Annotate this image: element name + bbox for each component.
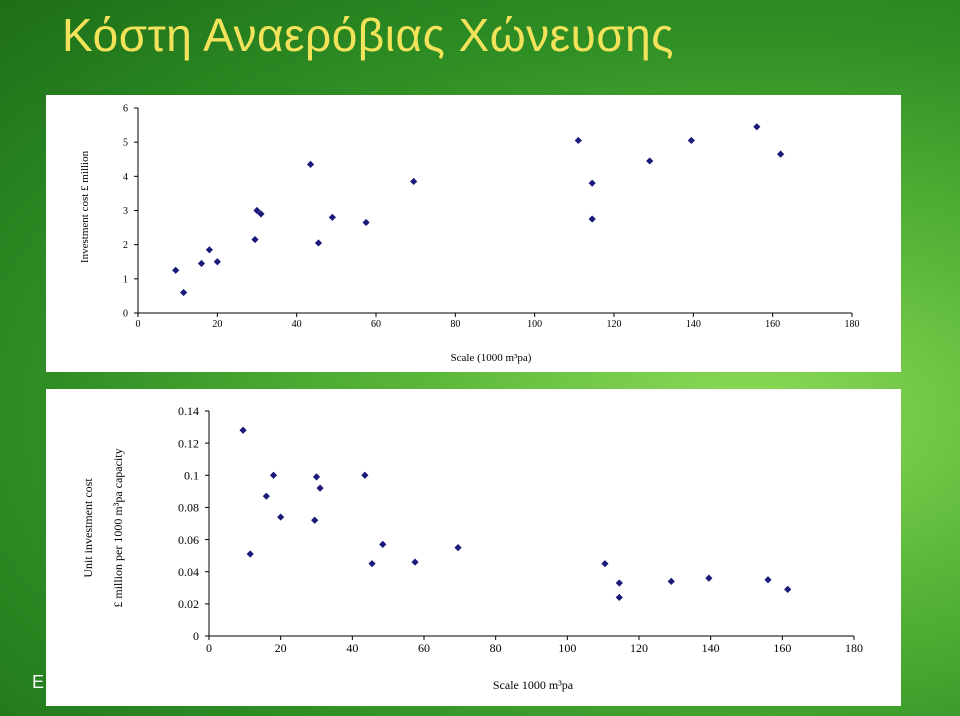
chart2-y-axis-label-line1: Unit investment cost	[81, 478, 95, 578]
chart2-x-tick-label: 20	[275, 641, 287, 655]
chart1-data-point	[213, 258, 221, 266]
chart2-points	[239, 426, 792, 602]
chart2-x-axis-label: Scale 1000 m³pa	[493, 678, 574, 692]
chart2-data-point	[368, 560, 376, 568]
chart2-data-point	[615, 579, 623, 587]
chart1-data-point	[257, 210, 265, 218]
chart2-data-point	[705, 574, 713, 582]
chart2-x-tick-label: 140	[702, 641, 720, 655]
chart2-data-point	[784, 585, 792, 593]
chart1-data-point	[588, 215, 596, 223]
chart1-points	[172, 123, 785, 297]
chart1-y-tick-label: 0	[123, 309, 128, 320]
chart1-data-point	[410, 177, 418, 186]
chart2-y-axis-label-line2: £ million per 1000 m³pa capacity	[111, 448, 125, 607]
chart2-x-tick-label: 80	[490, 641, 502, 655]
chart1-data-point	[687, 136, 695, 145]
chart2-x-tick-label: 100	[558, 641, 576, 655]
chart2-data-point	[239, 426, 247, 434]
chart1-axes: 0 20 40 60 80 100 120 140 160 180 0 1 2 3 4 5 6	[123, 104, 860, 331]
chart1-data-point	[251, 235, 259, 244]
chart1-data-point	[646, 157, 654, 165]
chart2-data-point	[361, 471, 369, 479]
chart1-y-tick-label: 6	[123, 104, 128, 115]
chart1-data-point	[777, 150, 785, 158]
chart1-data-point	[753, 123, 761, 131]
chart1-x-tick-label: 20	[212, 319, 222, 330]
chart2-data-point	[269, 471, 278, 479]
chart1-x-tick-label: 120	[607, 319, 622, 330]
chart2-y-tick-label: 0.08	[178, 501, 199, 515]
chart2-data-point	[667, 577, 675, 585]
chart1-data-point	[588, 179, 596, 187]
chart1-y-tick-label: 2	[123, 240, 128, 251]
chart1-x-tick-label: 0	[136, 319, 141, 330]
chart1-data-point	[328, 213, 336, 221]
chart2-data-point	[316, 484, 324, 492]
chart1-data-point	[253, 206, 261, 215]
chart1-data-point	[574, 136, 582, 145]
chart1-data-point	[314, 239, 323, 247]
chart2-y-tick-label: 0	[193, 629, 199, 643]
chart2-data-point	[454, 544, 462, 552]
chart2-x-tick-label: 120	[630, 641, 648, 655]
chart2-data-point	[262, 492, 270, 500]
chart1-x-tick-label: 160	[765, 319, 780, 330]
chart2-data-point	[601, 560, 609, 568]
chart2-data-point	[379, 540, 387, 548]
chart1-data-point	[205, 246, 213, 254]
chart2-x-tick-label: 60	[418, 641, 430, 655]
chart2-y-tick-label: 0.02	[178, 597, 199, 611]
chart1-data-point	[197, 259, 206, 268]
slide-title: Κόστη Αναερόβιας Χώνευσης	[62, 9, 674, 61]
chart2-data-point	[246, 550, 254, 558]
chart1-y-tick-label: 1	[123, 274, 128, 285]
chart1-x-tick-label: 100	[527, 319, 542, 330]
chart2-x-tick-label: 40	[346, 641, 358, 655]
chart1-x-tick-label: 140	[686, 319, 701, 330]
chart1-data-point	[306, 160, 315, 168]
investment-cost-scatter-chart: 0 20 40 60 80 100 120 140 160 180 0 1 2 3 4 5 6 Scale (1…	[79, 104, 860, 365]
chart1-y-tick-label: 3	[123, 206, 128, 217]
chart2-data-point	[311, 516, 319, 524]
chart1-data-point	[362, 218, 370, 227]
chart1-x-tick-label: 180	[845, 319, 860, 330]
chart2-x-tick-label: 160	[773, 641, 791, 655]
chart1-y-tick-label: 5	[123, 138, 128, 149]
chart2-y-tick-label: 0.06	[178, 533, 199, 547]
chart2-x-tick-label: 0	[206, 641, 212, 655]
chart1-x-axis-label: Scale (1000 m³pa)	[451, 352, 532, 364]
chart1-x-tick-label: 60	[371, 319, 381, 330]
chart1-data-point	[172, 266, 180, 274]
unit-investment-cost-chart-panel: 0 20 40 60 80 100 120 140 160 180 0 0.02 0.04 0.06 0.0…	[46, 389, 901, 706]
chart2-x-tick-label: 180	[845, 641, 863, 655]
investment-cost-chart-panel: 0 20 40 60 80 100 120 140 160 180 0 1 2 3 4 5 6 Scale (1…	[46, 95, 901, 372]
chart1-x-tick-label: 80	[450, 319, 460, 330]
footer-text-fragment: E	[32, 672, 45, 692]
chart2-data-point	[764, 576, 772, 584]
chart2-data-point	[615, 593, 623, 602]
chart2-data-point	[411, 558, 419, 566]
chart2-axes: 0 20 40 60 80 100 120 140 160 180 0 0.02 0.04 0.06 0.0…	[178, 404, 863, 655]
chart2-y-tick-label: 0.04	[178, 565, 199, 579]
chart1-y-axis-label: Investment cost £ million	[79, 150, 91, 263]
unit-investment-cost-scatter-chart: 0 20 40 60 80 100 120 140 160 180 0 0.02 0.04 0.06 0.0…	[81, 404, 863, 692]
chart2-y-tick-label: 0.1	[184, 468, 199, 482]
chart2-data-point	[277, 513, 285, 521]
chart2-y-tick-label: 0.12	[178, 436, 199, 450]
chart1-x-tick-label: 40	[292, 319, 302, 330]
chart1-data-point	[180, 288, 188, 297]
chart2-data-point	[312, 473, 321, 481]
chart1-y-tick-label: 4	[123, 172, 128, 183]
chart2-y-tick-label: 0.14	[178, 404, 199, 418]
